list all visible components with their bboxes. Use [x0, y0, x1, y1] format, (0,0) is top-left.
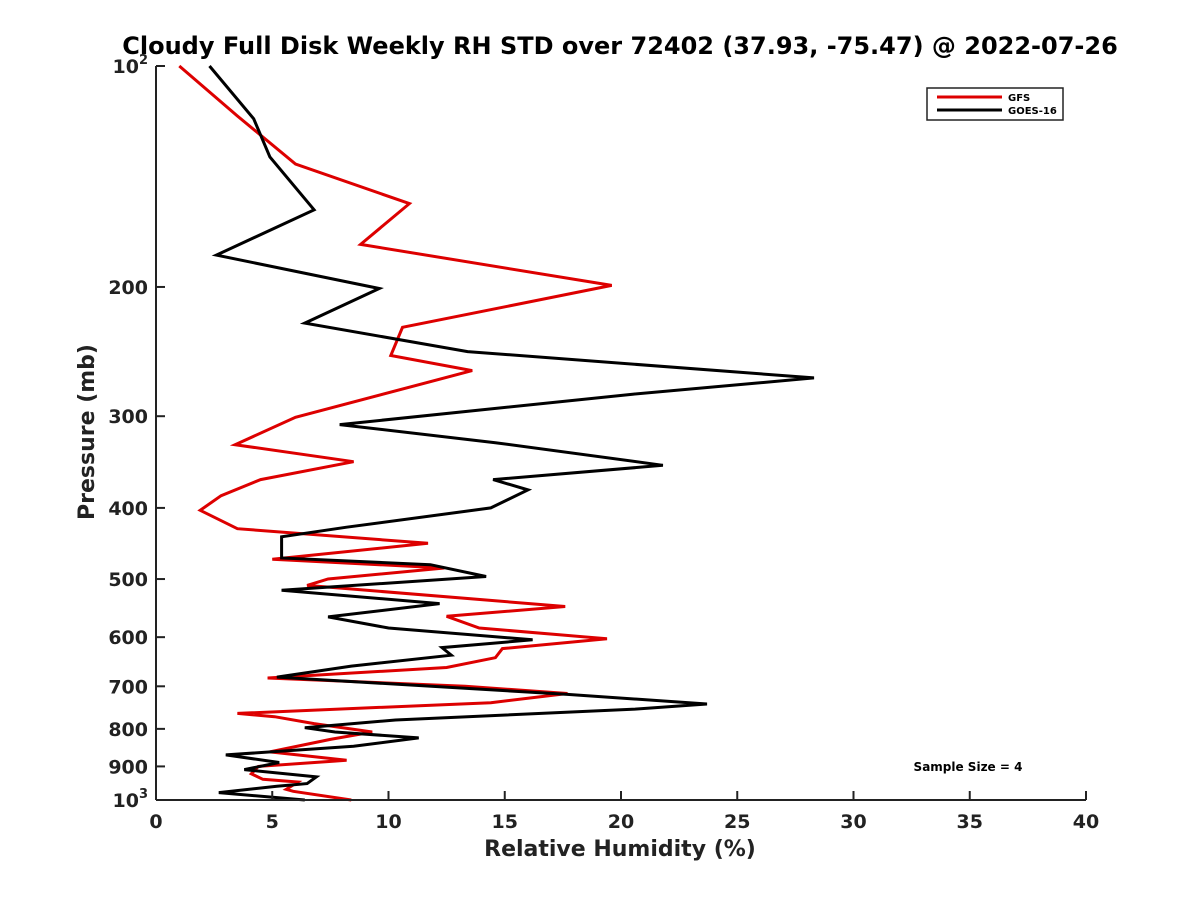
x-tick-label: 10	[375, 811, 401, 833]
series-line-goes-16	[208, 65, 815, 802]
y-tick-label: 900	[108, 756, 148, 778]
x-tick-label: 25	[724, 811, 750, 833]
series-layer	[178, 64, 815, 802]
series-line-gfs	[178, 64, 612, 802]
y-tick-label: 102	[113, 53, 149, 78]
legend-box	[926, 87, 1064, 121]
y-tick-label: 200	[108, 277, 148, 299]
y-tick-label: 400	[108, 498, 148, 520]
axes-layer: 0 5 10 15 20 25 30 35 40 102 200 300 400 500 600 700 800…	[108, 53, 1099, 833]
x-tick-label: 35	[957, 811, 983, 833]
y-tick-label: 500	[108, 569, 148, 591]
legend-label-gfs: GFS	[1008, 93, 1030, 104]
x-tick-label: 15	[492, 811, 518, 833]
x-tick-label: 40	[1073, 811, 1099, 833]
y-axis-label: Pressure (mb)	[75, 344, 100, 520]
x-tick-label: 5	[266, 811, 279, 833]
y-tick-label: 700	[108, 676, 148, 698]
legend: GFS GOES-16	[926, 87, 1064, 121]
x-axis-label: Relative Humidity (%)	[484, 837, 756, 862]
y-tick-label: 800	[108, 719, 148, 741]
legend-label-goes-16: GOES-16	[1008, 106, 1057, 117]
x-tick-label: 0	[149, 811, 162, 833]
y-tick-label: 103	[113, 787, 149, 812]
y-tick-label: 600	[108, 627, 148, 649]
y-tick-label: 300	[108, 406, 148, 428]
x-tick-label: 20	[608, 811, 634, 833]
chart-title: Cloudy Full Disk Weekly RH STD over 7240…	[122, 32, 1118, 60]
x-tick-label: 30	[840, 811, 866, 833]
sample-size-annotation: Sample Size = 4	[914, 760, 1023, 774]
